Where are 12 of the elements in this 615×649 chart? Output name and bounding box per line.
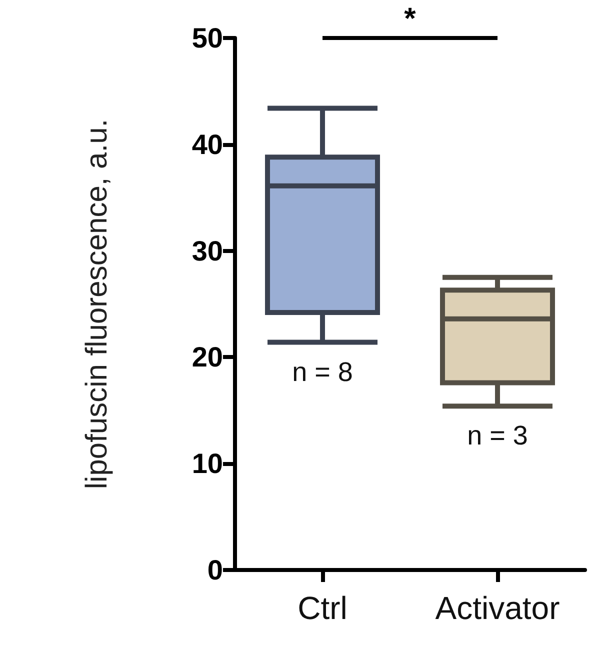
x-tick-label: Activator xyxy=(435,590,560,626)
y-tick-label: 30 xyxy=(192,235,223,266)
y-axis-title: lipofuscin fluorescence, a.u. xyxy=(80,118,114,490)
x-tick-label: Ctrl xyxy=(298,590,348,626)
y-tick-label: 50 xyxy=(192,22,223,54)
text: * xyxy=(404,2,416,36)
annotation: n = 3 xyxy=(467,420,528,451)
y-tick-label: 0 xyxy=(207,554,223,586)
y-tick-label: 20 xyxy=(192,342,223,373)
y-tick-label: 40 xyxy=(192,128,223,160)
annotation: n = 8 xyxy=(292,356,353,387)
y-tick-label: 10 xyxy=(192,448,223,480)
